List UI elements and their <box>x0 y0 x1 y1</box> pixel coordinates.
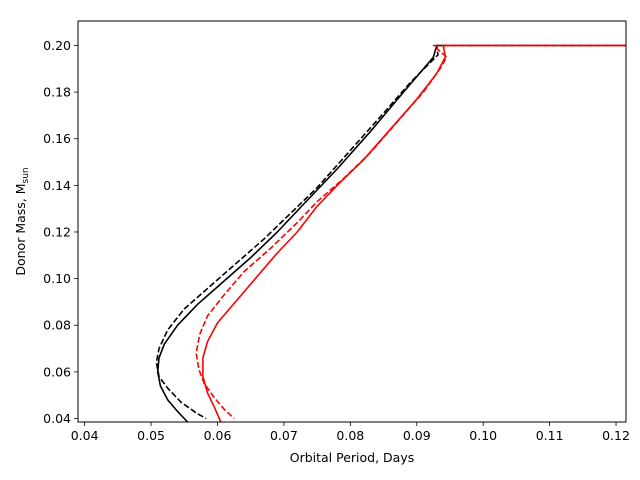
x-tick-label: 0.12 <box>602 428 630 443</box>
series-line-1 <box>156 44 626 422</box>
y-axis-label: Donor Mass, Msun <box>13 167 31 275</box>
x-tick-label: 0.05 <box>137 428 165 443</box>
x-tick-label: 0.04 <box>71 428 99 443</box>
x-tick-label: 0.06 <box>204 428 232 443</box>
y-tick-label: 0.04 <box>43 411 71 426</box>
y-tick-label: 0.12 <box>43 224 71 239</box>
series-line-4 <box>195 44 626 420</box>
x-tick-label: 0.08 <box>336 428 364 443</box>
y-tick-label: 0.18 <box>43 85 71 100</box>
y-axis-label-subscript: sun <box>21 167 31 183</box>
series-layer <box>155 44 626 422</box>
y-tick-label: 0.08 <box>43 318 71 333</box>
y-tick-label: 0.10 <box>43 271 71 286</box>
y-ticks: 0.04 0.06 0.08 0.10 0.12 0.14 0.16 0.18 0.20 <box>43 38 78 426</box>
y-tick-label: 0.06 <box>43 364 71 379</box>
x-tick-label: 0.07 <box>270 428 298 443</box>
x-tick-label: 0.10 <box>469 428 497 443</box>
plot-frame <box>77 20 627 423</box>
y-axis-label-main: Donor Mass, M <box>13 183 28 275</box>
y-tick-label: 0.16 <box>43 131 71 146</box>
y-tick-label: 0.20 <box>43 38 71 53</box>
x-tick-label: 0.09 <box>403 428 431 443</box>
x-ticks: 0.04 0.05 0.06 0.07 0.08 0.09 0.10 0.11 0.12 <box>71 422 630 443</box>
x-tick-label: 0.11 <box>536 428 564 443</box>
series-line-2 <box>155 44 626 420</box>
y-tick-label: 0.14 <box>43 178 71 193</box>
x-axis-label: Orbital Period, Days <box>290 450 415 465</box>
